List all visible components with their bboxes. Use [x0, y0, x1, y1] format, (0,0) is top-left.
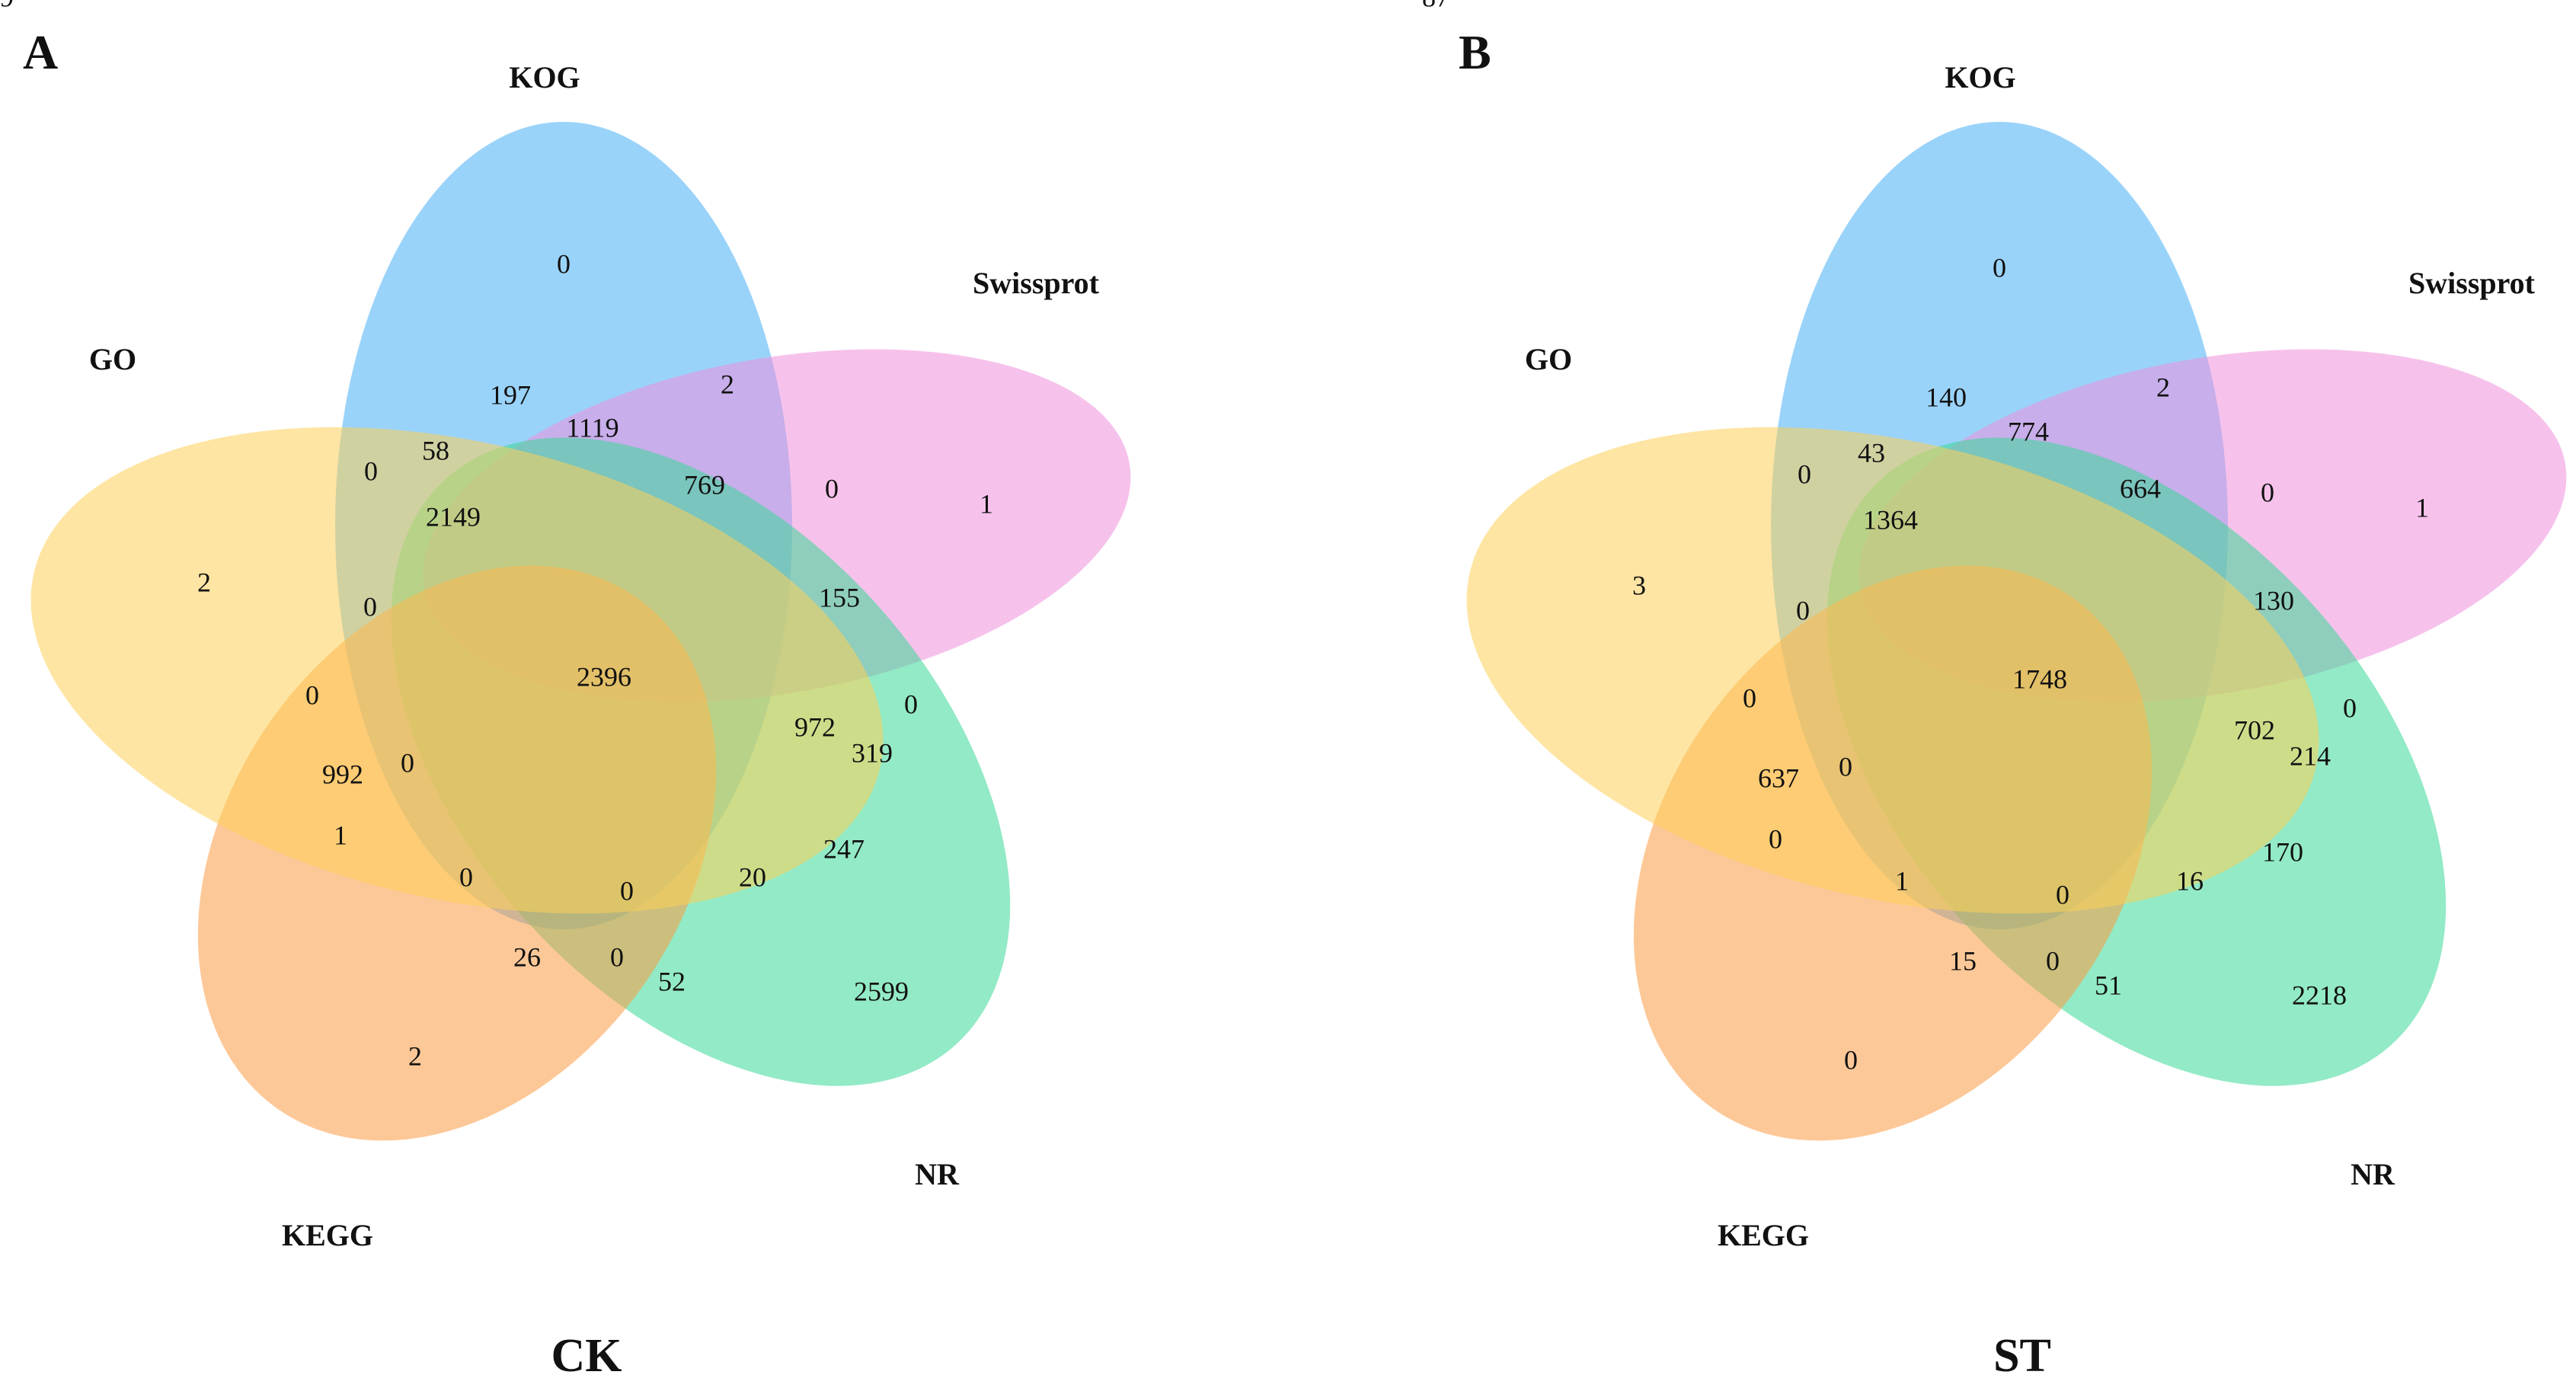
region-count: 197	[490, 379, 531, 410]
region-count: 15	[1949, 945, 1977, 976]
region-count: 0	[1844, 1044, 1858, 1075]
region-count: 0	[1796, 595, 1810, 625]
region-count: 155	[819, 582, 860, 612]
region-count: 20	[739, 862, 766, 892]
set-label-kegg: KEGG	[1718, 1218, 1809, 1252]
region-count: 1	[2415, 492, 2429, 523]
region-count: 51	[2095, 970, 2122, 1000]
region-count: 2	[408, 1041, 422, 1071]
region-count: 0	[620, 875, 634, 906]
region-count: 637	[1758, 763, 1799, 793]
region-count: 0	[363, 591, 377, 622]
region-count: 0	[401, 747, 414, 778]
region-count: 0	[1993, 252, 2006, 283]
region-count: 1	[334, 820, 347, 850]
region-count: 0	[364, 456, 378, 486]
set-label-nr: NR	[2351, 1157, 2395, 1191]
region-count: 2149	[426, 501, 481, 532]
set-ellipse-go	[30, 427, 884, 914]
region-count: 1119	[566, 412, 618, 443]
region-count: 0	[1839, 751, 1852, 782]
set-label-swissprot: Swissprot	[2408, 266, 2536, 300]
region-count: 214	[2290, 740, 2331, 771]
region-count: 26	[513, 942, 541, 972]
region-count: 0	[610, 942, 624, 972]
region-count: 1	[980, 488, 993, 519]
region-count: 2218	[2292, 980, 2347, 1010]
region-count: 1	[1895, 865, 1909, 896]
region-count: 99	[0, 0, 14, 12]
region-count: 702	[2234, 715, 2275, 745]
set-label-go: GO	[89, 342, 136, 376]
venn-panel-b: KOG Swissprot NR KEGG GO 0 1 2218 0 3 140 2 774 43 0 0 6…	[1422, 0, 2567, 1382]
region-count: 2	[721, 369, 734, 399]
set-label-kog: KOG	[1945, 60, 2015, 94]
set-label-kog: KOG	[509, 60, 580, 94]
region-count: 87	[1422, 0, 1449, 12]
region-count: 16	[2176, 865, 2204, 896]
region-count: 52	[658, 966, 686, 996]
region-count: 170	[2262, 836, 2303, 867]
region-count: 0	[557, 248, 570, 279]
set-label-kegg: KEGG	[282, 1218, 373, 1252]
region-count: 2	[2156, 372, 2170, 402]
region-count: 2	[197, 567, 211, 597]
region-count: 0	[305, 679, 319, 710]
region-count: 130	[2253, 585, 2294, 615]
region-count: 2599	[854, 976, 909, 1006]
region-count: 43	[1858, 437, 1885, 468]
region-count: 769	[684, 469, 725, 500]
region-count: 2396	[577, 661, 631, 692]
panel-letter: B	[1459, 25, 1491, 79]
set-label-nr: NR	[915, 1157, 960, 1191]
region-count: 0	[825, 473, 839, 504]
region-count: 992	[322, 759, 363, 789]
region-count: 247	[823, 833, 865, 864]
region-count: 774	[2008, 416, 2049, 446]
set-label-go: GO	[1525, 342, 1572, 376]
set-label-swissprot: Swissprot	[973, 266, 1100, 300]
region-count: 664	[2120, 473, 2161, 504]
panel-title: ST	[1993, 1330, 2051, 1382]
region-count: 972	[794, 711, 836, 742]
region-count: 3	[1632, 570, 1646, 600]
region-count: 0	[2046, 945, 2060, 976]
region-count: 0	[459, 862, 473, 892]
region-count: 0	[2056, 879, 2069, 910]
region-count: 58	[422, 435, 449, 465]
region-count: 319	[852, 737, 893, 768]
region-count: 140	[1926, 382, 1967, 412]
region-count: 1748	[2012, 663, 2067, 694]
region-count: 0	[1743, 683, 1756, 713]
set-ellipse-go	[1466, 427, 2319, 914]
region-count: 0	[1769, 823, 1782, 854]
region-count: 0	[1798, 459, 1811, 489]
panel-title: CK	[551, 1330, 622, 1382]
region-count: 1364	[1863, 504, 1918, 535]
panel-letter: A	[23, 25, 58, 79]
region-count: 0	[2343, 692, 2357, 723]
region-count: 0	[904, 689, 918, 719]
region-count: 0	[2261, 477, 2274, 507]
